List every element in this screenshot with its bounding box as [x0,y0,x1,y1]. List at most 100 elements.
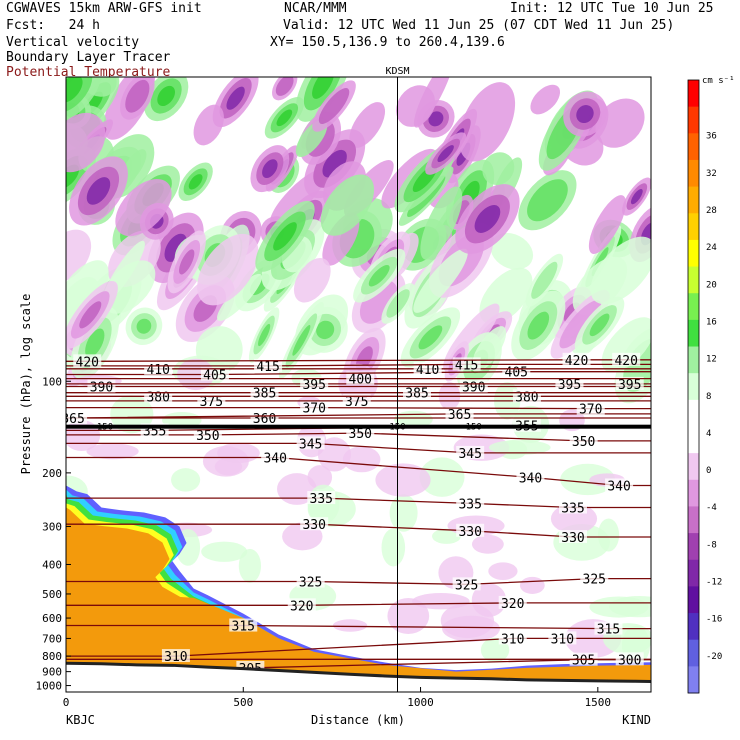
theta-label-bg [296,436,325,450]
colorbar-tick-label: -8 [706,540,717,550]
theta-contour [66,602,651,606]
y-tick-label: 800 [42,650,62,663]
theta-label-bg [66,410,88,424]
vv-cell [316,320,335,340]
y-axis-title: Pressure (hPa), log scale [19,294,33,475]
theta-label-bg [307,491,336,505]
colorbar-swatch [688,666,699,694]
colorbar-tick-label: 4 [706,429,711,439]
vv-cell [595,98,645,148]
colorbar-tick-label: 16 [706,317,717,327]
theta-label: 350 [196,429,219,444]
theta-label: 405 [203,368,226,383]
theta-label: 410 [146,363,169,378]
colorbar-swatch [688,80,699,108]
vv-cell [527,311,550,340]
y-tick-label: 300 [42,520,62,533]
potential-temperature-contours: 3053053003103103103153153203203253253253… [66,352,651,677]
theta-label-bg [261,450,290,464]
x-tick-label: 1000 [407,696,434,709]
vv-cell [428,111,444,127]
vv-cell [322,149,347,178]
theta-contour [66,406,651,410]
colorbar-swatch [688,453,699,481]
colorbar-tick-label: 36 [706,132,717,142]
theta-label-bg [615,652,644,666]
theta-label: 315 [597,623,620,638]
y-tick-label: 700 [42,632,62,645]
theta-label: 410 [416,363,439,378]
theta-label: 335 [310,492,333,507]
vv-cell [66,112,106,173]
y-tick-label: 100 [42,375,62,388]
theta-label-bg [555,376,584,390]
vv-cell [588,195,627,254]
theta-label: 325 [455,578,478,593]
vertical-velocity-shading [66,77,651,665]
vv-cell [66,77,83,103]
org-label: NCAR/MMM [284,1,347,16]
theta-label: 310 [551,632,574,647]
colorbar-tick-label: -12 [706,578,722,588]
vv-cell [490,232,534,270]
vv-cell [488,562,518,581]
field-vertical-velocity: Vertical velocity [6,35,140,50]
vv-cell [171,468,201,492]
theta-label: 340 [607,479,630,494]
tropopause-label: 150 [466,423,482,433]
theta-contour [66,624,651,630]
y-tick-label: 500 [42,588,62,601]
left-station-label: KBJC [66,713,95,727]
theta-label-bg [576,401,605,415]
vv-cell [201,541,248,562]
colorbar-tick-label: 20 [706,280,717,290]
plot-area: 3053053003103103103153153203203253253253… [66,77,651,692]
theta-label-bg [300,400,329,414]
theta-label-bg [452,577,481,591]
vv-cell [262,159,278,179]
colorbar-swatch [688,373,699,401]
theta-label-bg [296,574,325,588]
theta-label: 335 [561,502,584,517]
theta-label-bg [559,500,587,514]
theta-label: 405 [505,366,528,381]
terrain-line [66,661,651,684]
vv-cell [630,188,643,205]
colorbar-swatch [688,266,699,294]
colorbar-tick-label: 8 [706,392,711,402]
init-time: Init: 12 UTC Tue 10 Jun 25 [510,1,714,16]
vv-cell [318,88,350,125]
theta-label: 420 [614,354,637,369]
forecast-hour: Fcst: 24 h [6,18,100,33]
colorbar-swatch [688,239,699,268]
theta-label: 320 [290,599,313,614]
colorbar-swatch [688,106,699,134]
field-tracer: Boundary Layer Tracer [6,50,171,65]
colorbar-swatch [688,586,699,614]
theta-label: 415 [256,360,279,375]
theta-label: 395 [302,378,325,393]
theta-label-bg [456,523,485,537]
theta-label: 395 [618,378,641,393]
theta-label: 310 [501,632,524,647]
theta-label: 330 [302,518,325,533]
colorbar-tick-label: -16 [706,615,722,625]
theta-label: 370 [302,402,325,417]
cross-section-xy: XY= 150.5,136.9 to 260.4,139.6 [270,35,505,50]
theta-label-bg [580,571,609,585]
vv-cell [188,174,203,190]
y-tick-label: 200 [42,467,62,480]
colorbar-swatch [688,559,699,587]
colorbar-swatch [688,159,699,188]
theta-label: 400 [349,373,372,388]
vv-cell [419,457,465,497]
theta-label: 330 [458,525,481,540]
x-tick-label: 0 [63,696,70,709]
terrain [66,661,651,692]
colorbar-tick-label: 24 [706,243,717,253]
vv-cell [474,205,501,233]
vv-cell [312,77,335,99]
station-marker-label: KDSM [385,66,409,77]
theta-label: 420 [565,354,588,369]
